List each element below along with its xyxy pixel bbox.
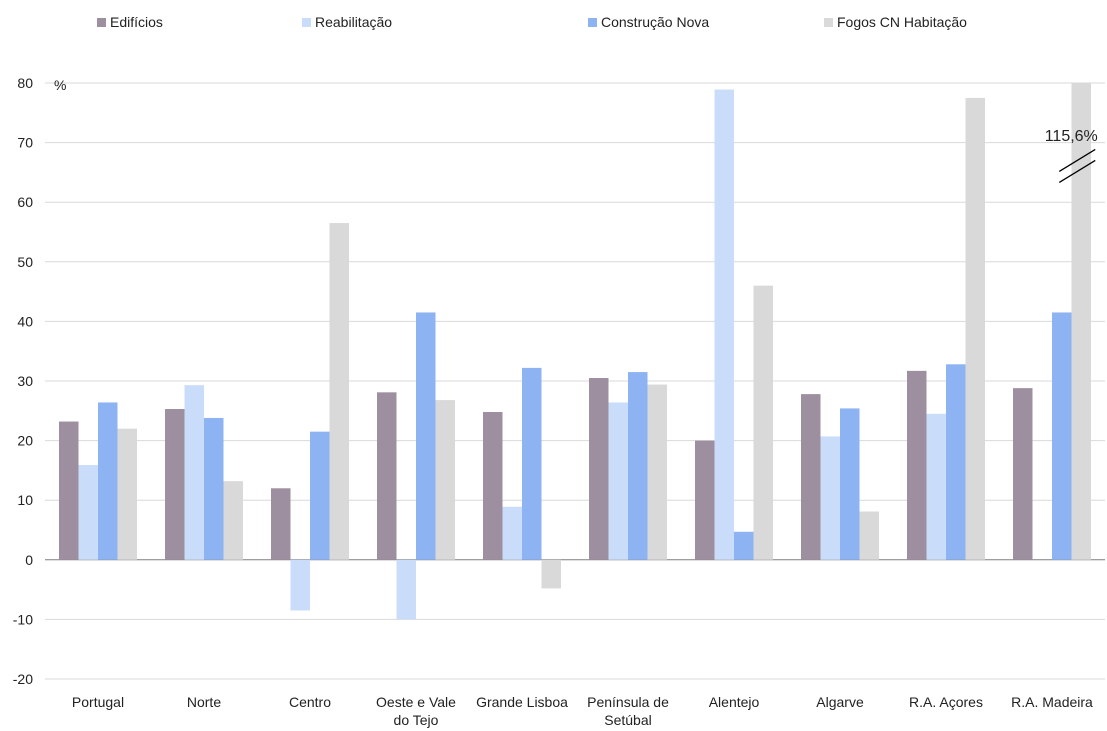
bar xyxy=(609,402,629,559)
bar xyxy=(291,560,311,611)
bar xyxy=(966,98,986,560)
x-tick-label: Alentejo xyxy=(709,694,760,710)
bar xyxy=(628,372,648,560)
x-tick-label: Centro xyxy=(289,694,331,710)
x-tick-label: R.A. Madeira xyxy=(1011,694,1093,710)
x-tick-label: Península de xyxy=(587,694,669,710)
bar xyxy=(59,422,79,560)
bar xyxy=(165,409,185,560)
x-tick-label: do Tejo xyxy=(394,712,439,728)
bar xyxy=(734,532,754,560)
x-tick-label: Setúbal xyxy=(604,712,651,728)
x-tick-label: Grande Lisboa xyxy=(476,694,568,710)
y-tick-label: 40 xyxy=(17,313,33,329)
bar xyxy=(1013,388,1033,560)
x-tick-label: R.A. Açores xyxy=(909,694,983,710)
bar xyxy=(271,488,291,560)
bar xyxy=(907,371,927,560)
y-axis-label: % xyxy=(54,77,66,93)
bar xyxy=(503,507,523,560)
bar xyxy=(715,90,735,560)
data-label: 115,6% xyxy=(1045,128,1098,145)
bar xyxy=(589,378,609,560)
bar xyxy=(542,560,562,589)
x-tick-label: Norte xyxy=(187,694,221,710)
bar xyxy=(754,286,774,560)
bar xyxy=(204,418,224,560)
bar xyxy=(927,414,947,560)
y-tick-label: 50 xyxy=(17,254,33,270)
bar xyxy=(522,368,542,560)
bar xyxy=(821,436,841,559)
bar xyxy=(695,441,715,560)
bar xyxy=(79,465,99,560)
bar xyxy=(416,312,436,559)
bar xyxy=(840,408,860,559)
bar xyxy=(118,429,138,560)
x-tick-label: Portugal xyxy=(72,694,124,710)
bar xyxy=(397,560,417,620)
y-tick-label: 60 xyxy=(17,194,33,210)
bar xyxy=(946,364,966,559)
bar xyxy=(224,481,244,560)
y-tick-label: 70 xyxy=(17,135,33,151)
bar xyxy=(801,394,821,560)
y-tick-label: 30 xyxy=(17,373,33,389)
bar xyxy=(648,385,668,560)
y-tick-label: 20 xyxy=(17,433,33,449)
bar xyxy=(860,512,880,560)
y-tick-label: 80 xyxy=(17,75,33,91)
bar xyxy=(310,432,330,560)
bar xyxy=(483,412,503,560)
bar xyxy=(98,402,118,559)
x-tick-label: Oeste e Vale xyxy=(376,694,456,710)
y-tick-label: -20 xyxy=(13,671,33,687)
bar xyxy=(330,223,350,560)
x-tick-label: Algarve xyxy=(816,694,864,710)
bar xyxy=(377,392,397,559)
y-tick-label: -10 xyxy=(13,611,33,627)
bar xyxy=(436,400,456,560)
y-tick-label: 0 xyxy=(25,552,33,568)
y-tick-label: 10 xyxy=(17,492,33,508)
bar xyxy=(1052,312,1072,559)
bar xyxy=(185,385,205,560)
